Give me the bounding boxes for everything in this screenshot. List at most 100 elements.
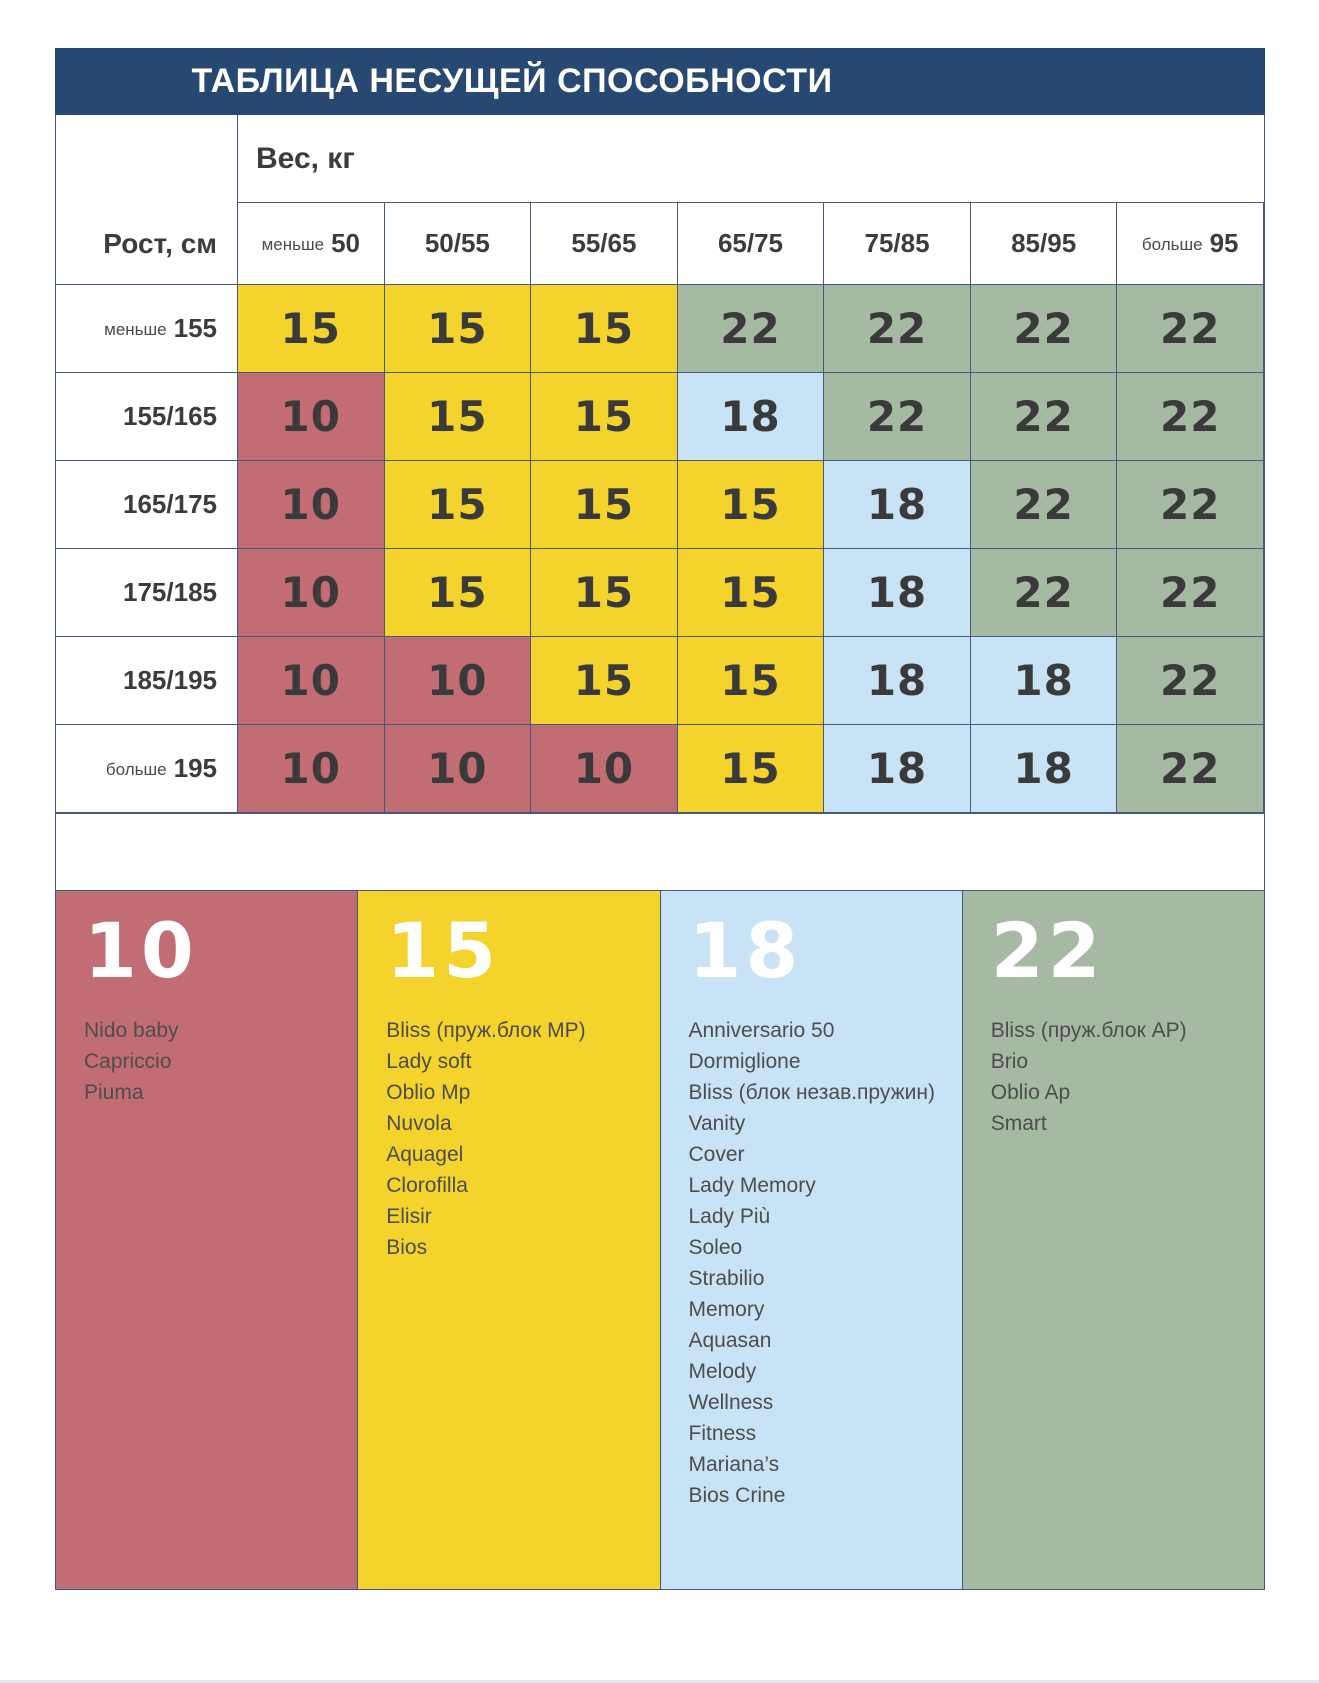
weight-range-cell: 85/95 [970,203,1118,285]
capacity-cell: 15 [531,461,678,549]
weight-range-value: 65/75 [717,228,784,258]
capacity-cell: 22 [1117,285,1264,373]
capacity-cell: 15 [531,373,678,461]
capacity-cell: 10 [238,373,385,461]
capacity-cell: 22 [970,461,1118,549]
height-range-cell: 185/195 [56,637,238,725]
legend-model-name: Aquasan [688,1329,772,1352]
capacity-cell: 15 [677,725,825,813]
legend-model-name: Bios [386,1236,428,1259]
capacity-cell: 22 [1117,637,1264,725]
weight-range-cell: 50/55 [384,203,532,285]
capacity-cell: 18 [970,637,1118,725]
legend-model-name: Wellness [688,1391,774,1414]
capacity-cell: 22 [970,373,1118,461]
weight-range-cell: больше 95 [1117,203,1264,285]
weight-range-value: 75/85 [864,228,930,258]
height-range-cell: меньше 155 [56,285,238,373]
legend-model-name: Capriccio [84,1050,172,1073]
weight-range-value: 85/95 [1011,228,1077,258]
capacity-cell: 15 [238,285,385,373]
legend-value: 10 [84,906,198,995]
title-bar: ТАБЛИЦА НЕСУЩЕЙ СПОСОБНОСТИ [55,48,1265,115]
legend-model-name: Anniversario 50 [688,1019,835,1042]
legend-model-name: Clorofilla [386,1174,468,1197]
height-range-value: 155/165 [123,401,217,431]
height-range-prefix: меньше [104,319,167,339]
capacity-cell: 15 [384,285,532,373]
weight-range-cell: 75/85 [824,203,971,285]
legend-model-name: Soleo [688,1236,743,1259]
legend-column-18: 18 Anniversario 50 Dormiglione Bliss (блок … [660,891,963,1589]
weight-range-value: 95 [1209,228,1239,258]
legend-model-name: Oblio Ap [990,1081,1071,1104]
legend-model-name: Memory [688,1298,765,1321]
legend-model-name: Bios Crine [688,1484,786,1507]
capacity-cell: 15 [384,549,532,637]
table-legend-spacer [55,814,1265,890]
weight-range-cell: 55/65 [531,203,678,285]
legend-model-name: Lady Più [688,1205,771,1228]
legend-model-name: Nuvola [386,1112,452,1135]
capacity-cell: 15 [384,461,532,549]
legend-model-name: Melody [688,1360,757,1383]
weight-range-value: 55/65 [571,228,637,258]
capacity-cell: 15 [677,549,825,637]
legend-model-name: Aquagel [386,1143,464,1166]
height-range-value: 175/185 [123,577,217,607]
legend-model-list: Bliss (пруж.блок MP) Lady soft Oblio Mp Nuv… [386,1015,649,1263]
legend-model-list: Bliss (пруж.блок AP) Brio Oblio Ap Smart [991,1015,1254,1139]
legend-model-name: Strabilio [688,1267,765,1290]
capacity-cell: 10 [531,725,678,813]
capacity-cell: 10 [238,549,385,637]
capacity-cell: 22 [1117,725,1264,813]
capacity-cell: 22 [1117,549,1264,637]
legend-model-name: Piuma [84,1081,144,1104]
height-range-value: 165/175 [123,489,217,519]
capacity-cell: 22 [677,285,825,373]
capacity-table: Рост, см Вес, кг меньше 50 50/55 55/65 65/75… [55,115,1265,814]
legend-model-name: Oblio Mp [386,1081,471,1104]
height-axis-header: Рост, см [56,115,238,285]
legend-model-name: Cover [688,1143,745,1166]
legend-column-10: 10 Nido baby Capriccio Piuma [56,891,359,1589]
height-range-value: 195 [173,753,217,783]
legend-model-name: Brio [990,1050,1029,1073]
legend-model-name: Lady soft [386,1050,472,1073]
weight-range-value: 50/55 [424,228,490,258]
legend: 10 Nido baby Capriccio Piuma 15 Bliss (пруж.б… [55,890,1265,1590]
capacity-cell: 22 [824,285,971,373]
capacity-cell: 22 [970,285,1118,373]
capacity-cell: 18 [824,637,971,725]
legend-model-name: Smart [990,1112,1047,1135]
height-range-value: 185/195 [123,665,217,695]
capacity-cell: 15 [531,637,678,725]
legend-model-list: Anniversario 50 Dormiglione Bliss (блок не… [689,1015,952,1511]
capacity-cell: 22 [824,373,971,461]
capacity-cell: 15 [531,285,678,373]
legend-model-name: Mariana’s [688,1453,780,1476]
legend-column-22: 22 Bliss (пруж.блок AP) Brio Oblio Ap Smart [962,891,1264,1589]
legend-model-list: Nido baby Capriccio Piuma [84,1015,347,1108]
height-range-cell: 165/175 [56,461,238,549]
page-content: ТАБЛИЦА НЕСУЩЕЙ СПОСОБНОСТИ Рост, см Вес… [55,48,1265,1590]
capacity-cell: 10 [238,461,385,549]
legend-value: 22 [990,906,1105,995]
weight-range-prefix: больше [1141,234,1203,254]
weight-range-prefix: меньше [261,234,325,254]
legend-model-name: Fitness [688,1422,757,1445]
legend-model-name: Dormiglione [688,1050,801,1073]
legend-model-name: Lady Memory [688,1174,816,1197]
legend-value: 18 [688,906,803,995]
capacity-cell: 18 [824,549,971,637]
weight-axis-header: Вес, кг [238,115,1264,203]
weight-range-cell: меньше 50 [238,203,385,285]
capacity-cell: 10 [238,725,385,813]
legend-model-name: Nido baby [84,1019,179,1042]
capacity-cell: 18 [677,373,825,461]
legend-column-15: 15 Bliss (пруж.блок MP) Lady soft Oblio Mp N… [358,891,661,1589]
legend-model-name: Elisir [386,1205,432,1228]
capacity-cell: 15 [531,549,678,637]
height-range-cell: больше 195 [56,725,238,813]
weight-range-cell: 65/75 [677,203,825,285]
